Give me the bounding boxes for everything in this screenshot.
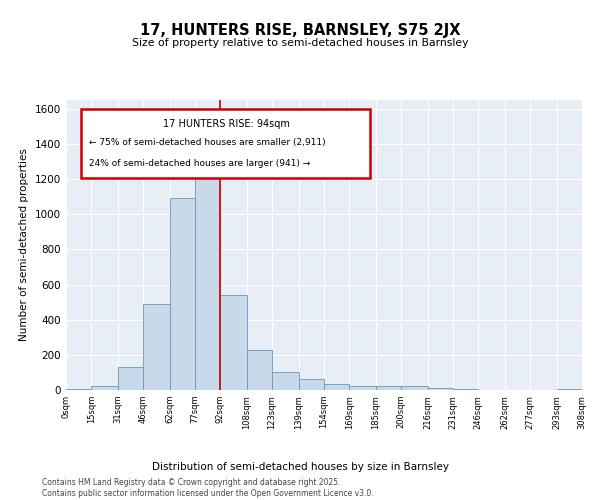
Bar xyxy=(453,389,478,390)
Bar xyxy=(299,380,324,390)
Bar xyxy=(428,388,453,390)
FancyBboxPatch shape xyxy=(82,108,370,178)
Bar xyxy=(91,386,118,390)
Text: 17 HUNTERS RISE: 94sqm: 17 HUNTERS RISE: 94sqm xyxy=(163,119,289,129)
Bar xyxy=(376,386,401,390)
Text: Contains HM Land Registry data © Crown copyright and database right 2025.
Contai: Contains HM Land Registry data © Crown c… xyxy=(42,478,374,498)
Bar xyxy=(272,372,299,390)
Bar xyxy=(220,295,247,390)
Bar xyxy=(557,388,582,390)
Bar xyxy=(247,350,272,390)
Bar xyxy=(143,304,170,390)
Bar xyxy=(170,198,195,390)
Bar xyxy=(195,168,220,390)
Bar xyxy=(118,367,143,390)
Bar xyxy=(66,389,91,390)
Bar xyxy=(324,384,349,390)
Text: ← 75% of semi-detached houses are smaller (2,911): ← 75% of semi-detached houses are smalle… xyxy=(89,138,326,146)
Text: 24% of semi-detached houses are larger (941) →: 24% of semi-detached houses are larger (… xyxy=(89,160,310,168)
Y-axis label: Number of semi-detached properties: Number of semi-detached properties xyxy=(19,148,29,342)
Bar xyxy=(401,386,428,390)
Text: Size of property relative to semi-detached houses in Barnsley: Size of property relative to semi-detach… xyxy=(132,38,468,48)
Text: Distribution of semi-detached houses by size in Barnsley: Distribution of semi-detached houses by … xyxy=(151,462,449,472)
Bar xyxy=(349,386,376,390)
Text: 17, HUNTERS RISE, BARNSLEY, S75 2JX: 17, HUNTERS RISE, BARNSLEY, S75 2JX xyxy=(140,22,460,38)
